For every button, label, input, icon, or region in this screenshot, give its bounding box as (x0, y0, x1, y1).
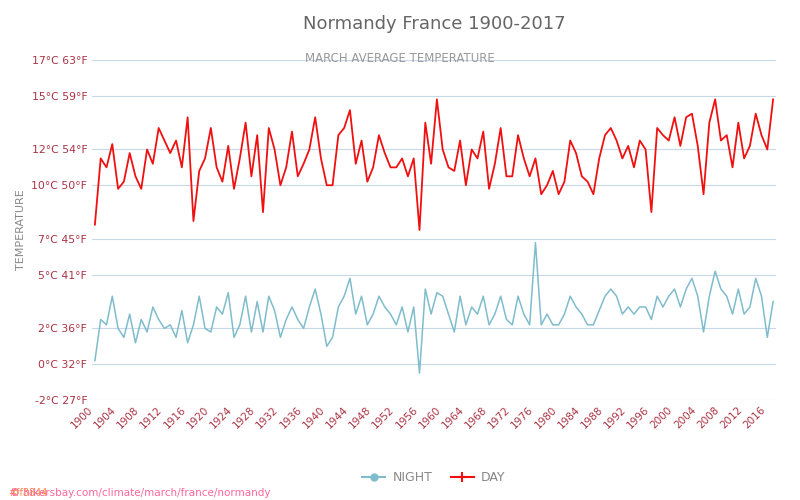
Title: Normandy France 1900-2017: Normandy France 1900-2017 (302, 16, 566, 34)
Legend: NIGHT, DAY: NIGHT, DAY (358, 466, 510, 489)
Text: © hikersbay.com/climate/march/france/normandy: © hikersbay.com/climate/march/france/nor… (10, 488, 270, 498)
Y-axis label: TEMPERATURE: TEMPERATURE (16, 190, 26, 270)
Text: #ff8844: #ff8844 (8, 488, 47, 498)
Text: MARCH AVERAGE TEMPERATURE: MARCH AVERAGE TEMPERATURE (305, 52, 495, 66)
